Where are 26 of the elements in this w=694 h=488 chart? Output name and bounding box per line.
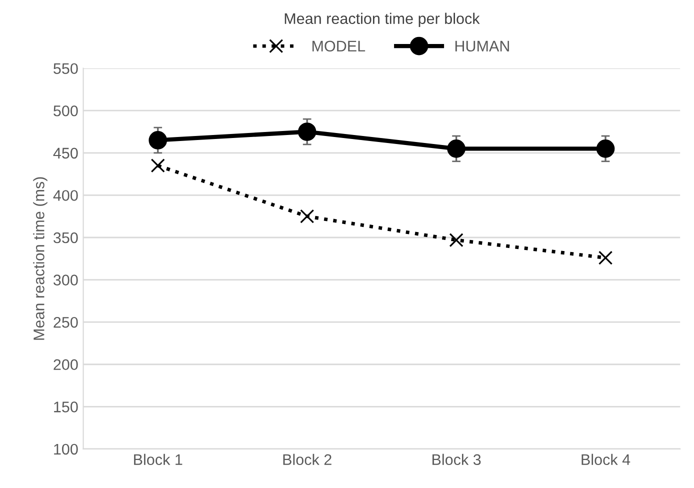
y-tick-label: 150 — [54, 402, 78, 412]
x-tick-label: Block 1 — [134, 454, 182, 466]
y-tick-label: 250 — [54, 316, 78, 328]
y-tick-label: 550 — [54, 63, 78, 74]
point — [447, 140, 466, 158]
x-tick-label: Block 4 — [582, 454, 630, 466]
point — [150, 158, 165, 173]
x-tick-label: Block 2 — [283, 454, 332, 466]
x-tick-label: Block 3 — [432, 454, 481, 466]
y-tick-label: 200 — [54, 359, 78, 370]
y-tick-label: 300 — [54, 274, 78, 286]
legend-label: HUMAN — [455, 40, 509, 52]
y-tick-label: 500 — [54, 105, 78, 116]
point — [148, 131, 168, 150]
point — [298, 122, 316, 141]
y-tick-label: 450 — [53, 148, 78, 159]
y-axis-title: Mean reaction time (ms) — [33, 177, 48, 340]
point — [449, 232, 464, 248]
chart-title: Mean reaction time per block — [284, 12, 480, 28]
y-tick-label: 100 — [54, 444, 78, 455]
y-tick-label: 350 — [54, 232, 78, 244]
point — [300, 209, 314, 224]
legend-label: MODEL — [312, 40, 366, 52]
point — [596, 140, 615, 158]
y-tick-label: 400 — [53, 190, 78, 201]
point — [598, 250, 613, 265]
